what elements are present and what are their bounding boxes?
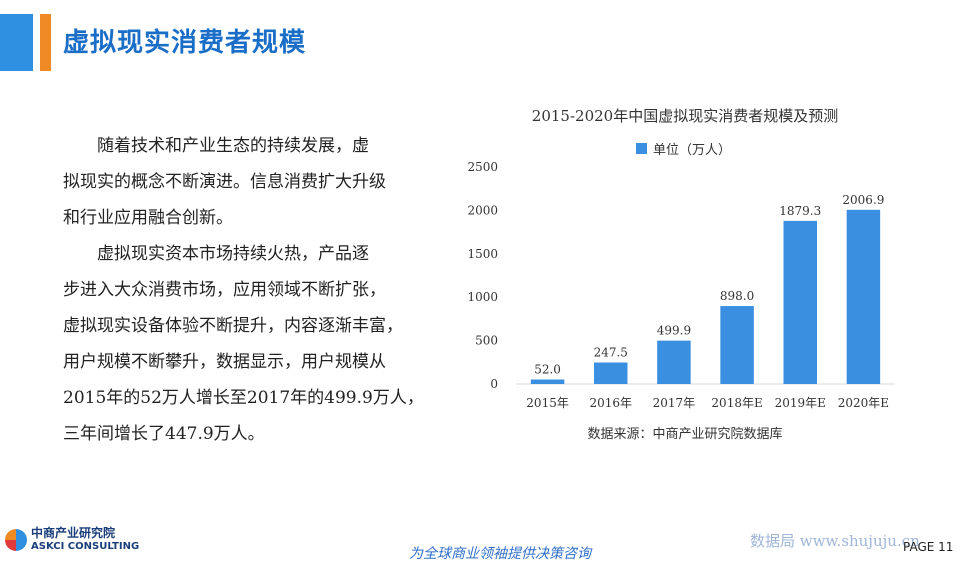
x-tick-label: 2020年E bbox=[838, 396, 889, 410]
bar-value-label: 247.5 bbox=[594, 346, 628, 360]
watermark: 数据局 www.shujuju.cn bbox=[750, 532, 920, 550]
bar bbox=[846, 209, 881, 384]
paragraph-1-line: 拟现实的概念不断演进。信息消费扩大升级 bbox=[63, 172, 386, 192]
x-tick-label: 2017年 bbox=[653, 396, 696, 410]
bar-value-label: 1879.3 bbox=[779, 204, 821, 218]
paragraph-1: 随着技术和产业生态的持续发展，虚 拟现实的概念不断演进。信息消费扩大升级 和行业… bbox=[63, 128, 453, 236]
x-tick-label: 2018年E bbox=[711, 396, 762, 410]
paragraph-1-line: 随着技术和产业生态的持续发展，虚 bbox=[97, 136, 369, 156]
paragraph-2-line: 步进入大众消费市场，应用领域不断扩张， bbox=[63, 280, 386, 300]
legend-label: 单位（万人） bbox=[653, 143, 732, 158]
bar-chart: 0 500 1000 1500 2000 2500 52.0 2015年 247.5 2016年 4… bbox=[467, 160, 895, 410]
y-tick-label: 2500 bbox=[467, 160, 498, 174]
y-tick-label: 500 bbox=[475, 334, 498, 348]
bar-value-label: 898.0 bbox=[720, 289, 754, 303]
bar-value-label: 2006.9 bbox=[842, 193, 884, 207]
bar-value-label: 499.9 bbox=[657, 324, 691, 338]
logo-name-cn: 中商产业研究院 bbox=[31, 526, 116, 540]
logo-mark-icon bbox=[5, 529, 27, 551]
bar bbox=[657, 340, 691, 384]
legend-swatch bbox=[636, 143, 647, 154]
title-accent-orange bbox=[40, 14, 51, 71]
chart-legend: 单位（万人） bbox=[636, 139, 731, 158]
paragraph-2: 虚拟现实资本市场持续火热，产品逐 步进入大众消费市场，应用领域不断扩张， 虚拟现… bbox=[63, 236, 453, 452]
paragraph-2-line: 2015年的52万人增长至2017年的499.9万人， bbox=[63, 388, 424, 408]
bar bbox=[783, 220, 817, 384]
x-tick-label: 2016年 bbox=[589, 396, 632, 410]
x-tick-label: 2015年 bbox=[526, 396, 569, 410]
bar bbox=[594, 362, 628, 384]
paragraph-2-line: 虚拟现实资本市场持续火热，产品逐 bbox=[97, 244, 369, 264]
page-number: PAGE 11 bbox=[903, 540, 954, 554]
bar bbox=[530, 379, 565, 384]
footer-slogan: 为全球商业领袖提供决策咨询 bbox=[409, 546, 591, 562]
y-tick-label: 1500 bbox=[467, 247, 498, 261]
x-tick-label: 2019年E bbox=[775, 396, 826, 410]
bar-value-label: 52.0 bbox=[534, 362, 561, 376]
logo-name-en: ASKCI CONSULTING bbox=[31, 541, 140, 552]
chart-source: 数据来源：中商产业研究院数据库 bbox=[587, 427, 783, 442]
company-logo: 中商产业研究院 ASKCI CONSULTING bbox=[5, 527, 139, 553]
y-tick-label: 1000 bbox=[467, 290, 498, 304]
paragraph-1-line: 和行业应用融合创新。 bbox=[63, 208, 233, 228]
y-tick-label: 2000 bbox=[467, 203, 498, 217]
y-tick-label: 0 bbox=[490, 377, 498, 391]
page-title: 虚拟现实消费者规模 bbox=[63, 28, 307, 58]
chart-title: 2015-2020年中国虚拟现实消费者规模及预测 bbox=[531, 107, 839, 125]
paragraph-2-line: 用户规模不断攀升，数据显示，用户规模从 bbox=[63, 352, 386, 372]
body-text: 随着技术和产业生态的持续发展，虚 拟现实的概念不断演进。信息消费扩大升级 和行业… bbox=[63, 128, 453, 452]
paragraph-2-line: 三年间增长了447.9万人。 bbox=[63, 424, 265, 444]
bar bbox=[720, 306, 754, 384]
paragraph-2-line: 虚拟现实设备体验不断提升，内容逐渐丰富， bbox=[63, 316, 403, 336]
title-accent-blue bbox=[0, 14, 33, 71]
